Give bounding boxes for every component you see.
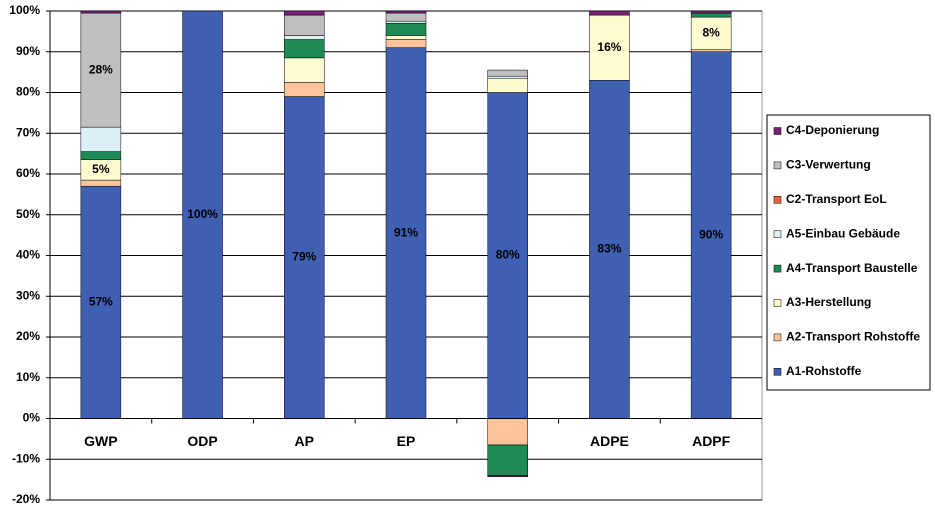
bar-segment <box>487 77 528 93</box>
y-tick-label: -10% <box>12 451 40 465</box>
bar-segment <box>182 10 223 419</box>
y-tick-label: 0% <box>23 411 41 425</box>
value-label: 5% <box>92 162 110 176</box>
value-label: 100% <box>187 207 218 221</box>
x-tick-label: GWP <box>84 433 117 449</box>
bar-segment <box>385 39 427 48</box>
x-tick-label: ADPF <box>692 433 731 449</box>
bar-segment <box>487 92 528 419</box>
bar-segment <box>385 47 427 419</box>
legend-label: A3-Herstellung <box>786 295 871 309</box>
legend-marker <box>773 333 782 342</box>
bar-segment <box>385 12 427 22</box>
bar-segment <box>385 35 427 40</box>
x-tick-label: ODP <box>187 433 217 449</box>
y-tick-label: -20% <box>12 492 40 506</box>
bar-segment <box>80 185 122 419</box>
y-tick-label: 20% <box>16 329 40 343</box>
legend-marker <box>773 368 782 376</box>
legend-label: A4-Transport Baustelle <box>786 261 918 275</box>
legend-label: C3-Verwertung <box>786 158 871 172</box>
bar-segment <box>80 10 122 14</box>
y-tick-label: 30% <box>16 288 40 302</box>
legend-label: A1-Rohstoffe <box>786 364 862 378</box>
legend-label: C2-Transport EoL <box>786 192 887 206</box>
value-label: 16% <box>597 40 621 54</box>
legend-marker <box>773 196 782 204</box>
legend <box>766 114 931 391</box>
bar-segment <box>690 49 732 53</box>
bar-segment <box>284 14 325 36</box>
bar-segment <box>487 418 528 446</box>
value-label: 79% <box>292 250 316 264</box>
bar-segment <box>690 12 732 18</box>
bar-segment <box>284 10 325 16</box>
bar-segment <box>80 151 122 160</box>
legend-label: A5-Einbau Gebäude <box>786 226 900 240</box>
bar-segment <box>589 14 630 81</box>
bar-segment <box>284 96 325 419</box>
bar-segment <box>284 82 325 97</box>
bar-segment <box>487 475 528 478</box>
bar-segment <box>487 69 528 77</box>
bar-segment <box>690 51 732 419</box>
bar-segment <box>690 16 732 50</box>
value-label: 90% <box>699 227 723 241</box>
bar-segment <box>284 57 325 83</box>
value-label: 57% <box>89 295 113 309</box>
y-tick-label: 80% <box>16 85 40 99</box>
legend-marker <box>773 264 782 273</box>
bar-segment <box>589 80 630 419</box>
bar-segment <box>589 10 630 16</box>
legend-marker <box>773 161 782 170</box>
bar-segment <box>690 10 732 14</box>
bar-segment <box>385 22 427 36</box>
y-tick-label: 60% <box>16 166 40 180</box>
legend-label: C4-Deponierung <box>786 123 879 137</box>
value-label: 91% <box>394 225 418 239</box>
value-label: 8% <box>702 26 720 40</box>
y-tick-label: 10% <box>16 370 40 384</box>
value-label: 80% <box>496 248 520 262</box>
bar-segment <box>284 39 325 59</box>
bar-segment <box>487 444 528 476</box>
legend-marker <box>773 230 782 238</box>
legend-marker <box>773 127 782 135</box>
y-tick-label: 70% <box>16 125 40 139</box>
bar-segment <box>80 179 122 187</box>
x-tick-label: ADPE <box>590 433 629 449</box>
legend-label: A2-Transport Rohstoffe <box>786 330 920 344</box>
y-tick-label: 90% <box>16 44 40 58</box>
y-tick-label: 100% <box>9 3 40 17</box>
y-tick-label: 40% <box>16 248 40 262</box>
x-tick-label: EP <box>397 433 416 449</box>
y-tick-label: 50% <box>16 207 40 221</box>
bar-segment <box>487 75 528 79</box>
bar-segment <box>385 10 427 14</box>
legend-marker <box>773 299 782 307</box>
bar-segment <box>80 12 122 128</box>
bar-segment <box>385 20 427 24</box>
value-label: 83% <box>597 242 621 256</box>
bar-segment <box>80 126 122 152</box>
x-tick-label: AP <box>295 433 314 449</box>
value-label: 28% <box>89 62 113 76</box>
bar-segment <box>284 35 325 40</box>
